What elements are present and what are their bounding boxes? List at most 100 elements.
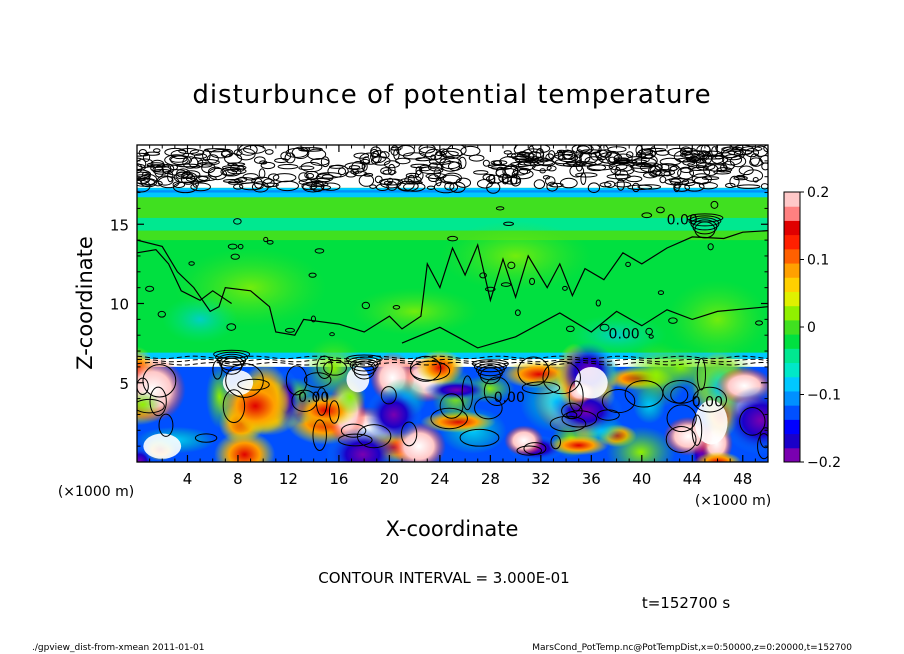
small-contour <box>595 299 601 307</box>
x-tick-label: 24 <box>430 470 449 488</box>
upper-contour <box>559 177 578 189</box>
upper-contour <box>637 184 662 190</box>
upper-contour <box>744 147 760 158</box>
upper-contour <box>513 145 535 156</box>
lower-contour <box>316 355 333 379</box>
upper-contour <box>382 169 397 175</box>
turbulence-blob <box>137 391 161 418</box>
upper-contour <box>473 170 489 175</box>
upper-contour <box>598 149 612 158</box>
small-contour <box>263 236 269 243</box>
lower-contour <box>517 356 550 387</box>
upper-contour <box>309 184 332 191</box>
lower-contour <box>549 415 587 432</box>
stable-band-teal <box>137 217 768 231</box>
colorbar-segment <box>784 192 800 207</box>
upper-contour <box>175 171 189 180</box>
lower-contour <box>380 386 397 405</box>
upper-contour <box>137 158 154 168</box>
upper-contour <box>631 182 640 193</box>
small-contour <box>447 235 458 242</box>
upper-contour <box>476 178 493 189</box>
contour-labels: 0.00 0.00 0.00 0.00 0.00 0.00 <box>298 173 723 411</box>
upper-contour <box>427 174 440 183</box>
small-contour <box>507 261 516 270</box>
cluster-contour <box>353 362 375 380</box>
upper-contour <box>142 171 151 177</box>
upper-contour <box>714 153 724 160</box>
upper-contour <box>185 175 210 183</box>
upper-contour <box>352 170 368 177</box>
x-tick-label: 40 <box>632 470 651 488</box>
lime-patch <box>439 221 592 291</box>
lime-patch <box>667 279 768 359</box>
upper-contour <box>274 157 289 164</box>
upper-contour <box>305 181 329 188</box>
upper-contour <box>206 154 219 164</box>
lower-contour <box>237 378 270 391</box>
upper-contour <box>418 146 438 158</box>
upper-contour <box>546 181 559 192</box>
upper-contour <box>599 182 612 188</box>
upper-contour <box>284 152 296 164</box>
upper-contour <box>752 176 759 183</box>
colorbar-segment <box>784 234 800 250</box>
lower-contour <box>149 386 167 417</box>
lower-contour <box>137 377 149 395</box>
cluster-contour <box>688 215 722 227</box>
upper-contour <box>370 146 382 157</box>
footer-right: MarsCond_PotTemp.nc@PotTempDist,x=0:5000… <box>532 643 852 653</box>
cluster-contour <box>694 221 716 239</box>
colorbar-segment <box>784 390 800 406</box>
upper-contour <box>306 148 327 160</box>
small-contour <box>529 277 536 286</box>
upper-contour <box>625 175 643 183</box>
cyan-patch <box>162 295 238 344</box>
upper-contour <box>263 182 279 187</box>
upper-contour <box>277 163 299 170</box>
upper-contour <box>537 159 556 167</box>
upper-contour <box>458 156 467 169</box>
lower-contour <box>409 355 442 382</box>
upper-contour <box>396 180 419 192</box>
cluster-contour <box>215 351 249 363</box>
upper-contour <box>264 149 274 155</box>
upper-contour <box>698 150 710 161</box>
upper-contour <box>425 172 447 180</box>
cluster-contour <box>349 358 379 372</box>
upper-contour <box>631 157 657 168</box>
upper-contour <box>639 162 663 173</box>
upper-contour <box>700 145 711 156</box>
upper-contour <box>433 168 442 178</box>
small-contour <box>657 290 665 296</box>
lower-contour <box>665 425 697 453</box>
small-contour <box>495 206 505 211</box>
upper-contour <box>190 182 211 192</box>
lower-contour <box>516 445 543 456</box>
x-tick-label: 28 <box>481 470 500 488</box>
white-plume <box>143 433 182 459</box>
upper-contour <box>548 150 556 160</box>
lower-contour <box>323 359 347 376</box>
cluster-contour <box>473 361 507 373</box>
upper-contour <box>556 149 566 154</box>
colorbar-segment <box>784 277 800 292</box>
upper-contour <box>503 150 512 155</box>
upper-contour <box>345 171 357 178</box>
upper-contour <box>760 183 768 190</box>
upper-contour <box>236 165 245 172</box>
upper-contour <box>353 152 370 159</box>
small-contour <box>237 243 244 250</box>
upper-contour <box>584 156 604 166</box>
upper-contour <box>372 150 380 164</box>
upper-contour <box>460 145 481 157</box>
upper-contour <box>405 172 420 179</box>
small-contour <box>157 310 166 318</box>
zero-contour <box>137 230 768 336</box>
colorbar-segment <box>784 206 800 221</box>
upper-contour <box>369 184 377 189</box>
turbulence-blob <box>504 425 544 456</box>
turbulence-blob <box>423 379 491 401</box>
upper-contour <box>444 182 455 191</box>
contour-label: 0.00 <box>609 326 640 342</box>
